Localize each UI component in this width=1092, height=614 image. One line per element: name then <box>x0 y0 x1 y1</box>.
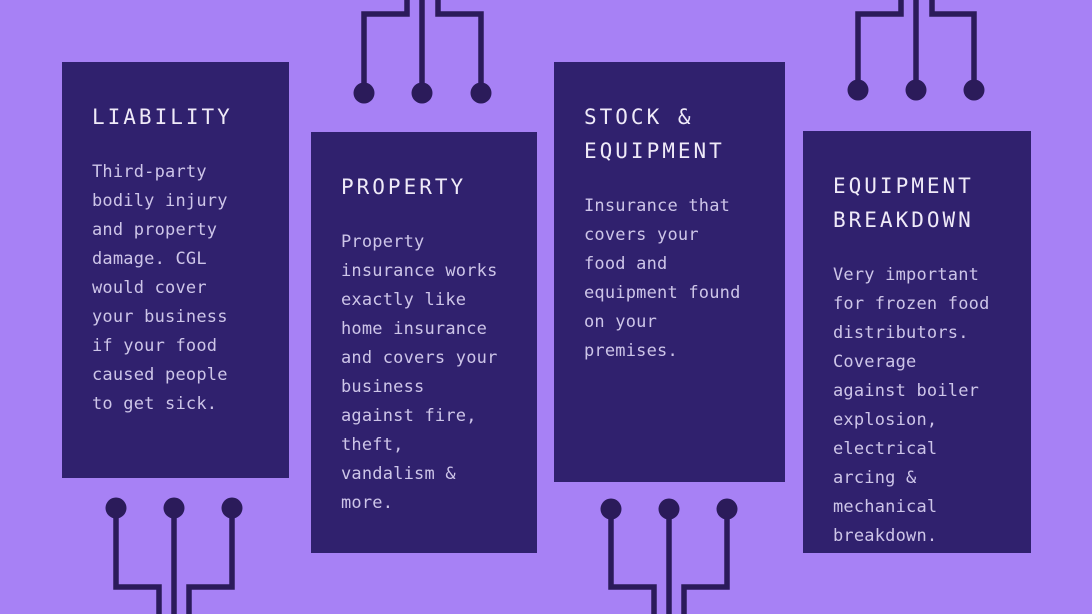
card-equipment-breakdown-title: EQUIPMENT BREAKDOWN <box>833 174 974 232</box>
card-property-body: Property insurance works exactly like ho… <box>341 232 498 513</box>
circuit-connector-bottom-left-icon <box>105 497 243 614</box>
card-stock-equipment-body: Insurance that covers your food and equi… <box>584 196 741 361</box>
card-property-title: PROPERTY <box>341 175 467 199</box>
card-stock-equipment: STOCK & EQUIPMENT Insurance that covers … <box>554 62 785 482</box>
card-liability-title: LIABILITY <box>92 105 233 129</box>
card-liability: LIABILITY Third-party bodily injury and … <box>62 62 289 478</box>
card-liability-body: Third-party bodily injury and property d… <box>92 162 228 414</box>
card-equipment-breakdown: EQUIPMENT BREAKDOWN Very important for f… <box>803 131 1031 553</box>
card-stock-equipment-title: STOCK & EQUIPMENT <box>584 105 725 163</box>
card-property: PROPERTY Property insurance works exactl… <box>311 132 537 553</box>
circuit-connector-top-right-icon <box>847 0 985 101</box>
circuit-connector-top-center-icon <box>353 0 492 104</box>
circuit-connector-bottom-center-icon <box>600 498 738 614</box>
card-equipment-breakdown-body: Very important for frozen food distribut… <box>833 265 990 546</box>
